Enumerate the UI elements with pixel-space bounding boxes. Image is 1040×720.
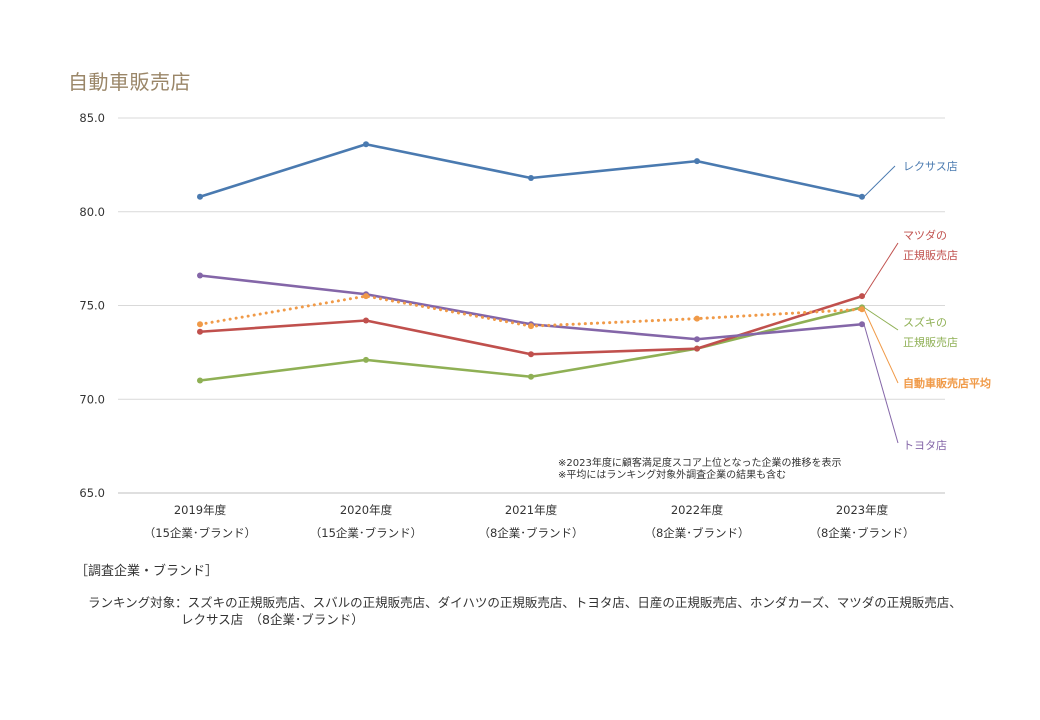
y-tick-label: 70.0: [79, 392, 105, 406]
series-label: 自動車販売店平均: [903, 376, 991, 390]
series-label: 正規販売店: [903, 248, 958, 262]
series-line: [198, 274, 864, 341]
data-point: [363, 141, 369, 148]
x-tick-label: 2020年度: [340, 503, 393, 517]
data-point: [859, 321, 865, 328]
leader-line: [863, 165, 896, 198]
targets-label: ランキング対象：: [88, 595, 188, 610]
x-tick-label: 2022年度: [671, 503, 724, 517]
data-point: [859, 193, 865, 200]
series-label: マツダの: [903, 228, 947, 242]
x-tick-sublabel: （15企業･ブランド）: [144, 526, 256, 540]
series-label: 正規販売店: [903, 335, 958, 349]
data-point: [694, 345, 700, 352]
series-label: スズキの: [903, 315, 947, 329]
chart-note: ※2023年度に顧客満足度スコア上位となった企業の推移を表示: [558, 456, 842, 469]
x-tick-label: 2023年度: [836, 503, 889, 517]
leader-line: [863, 309, 899, 384]
data-point: [694, 158, 700, 165]
x-tick-sublabel: （15企業･ブランド）: [310, 526, 422, 540]
targets-line-2: レクサス店 （8企業･ブランド）: [181, 612, 364, 627]
data-point: [197, 272, 203, 279]
y-tick-label: 80.0: [79, 205, 105, 219]
series-line: [198, 306, 864, 382]
data-point: [694, 336, 700, 343]
leader-line: [863, 242, 899, 297]
data-point: [363, 293, 369, 300]
x-tick-sublabel: （8企業･ブランド）: [644, 526, 749, 540]
chart-title: 自動車販売店: [68, 70, 191, 94]
data-point: [197, 321, 203, 328]
series-label: レクサス店: [903, 159, 958, 173]
data-point: [363, 356, 369, 363]
data-point: [859, 293, 865, 300]
chart-note: ※平均にはランキング対象外調査企業の結果も含む: [558, 468, 786, 481]
x-tick-sublabel: （8企業･ブランド）: [478, 526, 583, 540]
data-point: [528, 373, 534, 380]
data-point: [528, 323, 534, 330]
series-line: [198, 142, 864, 199]
footer-heading: ［調査企業・ブランド］: [75, 564, 219, 579]
data-point: [528, 175, 534, 181]
y-tick-label: 65.0: [79, 486, 105, 500]
data-point: [197, 193, 203, 200]
leader-line: [863, 324, 899, 444]
x-tick-label: 2021年度: [505, 503, 558, 517]
x-tick-sublabel: （8企業･ブランド）: [809, 526, 914, 540]
leader-line: [863, 306, 899, 331]
data-point: [859, 306, 865, 313]
data-point: [363, 317, 369, 324]
series-label: トヨタ店: [903, 438, 947, 452]
y-tick-label: 85.0: [79, 111, 105, 125]
targets-line-1: スズキの正規販売店、スバルの正規販売店、ダイハツの正規販売店、トヨタ店、日産の正…: [187, 595, 962, 610]
x-tick-label: 2019年度: [174, 503, 227, 517]
data-point: [197, 377, 203, 384]
data-point: [528, 351, 534, 358]
data-point: [694, 315, 700, 322]
footer-targets: ランキング対象： スズキの正規販売店、スバルの正規販売店、ダイハツの正規販売店、…: [88, 594, 962, 628]
line-chart: 85.0 80.0 75.0 70.0 65.0 2019年度 （15企業･ブランド） 202…: [79, 111, 991, 540]
data-point: [197, 328, 203, 335]
y-tick-label: 75.0: [79, 299, 105, 313]
